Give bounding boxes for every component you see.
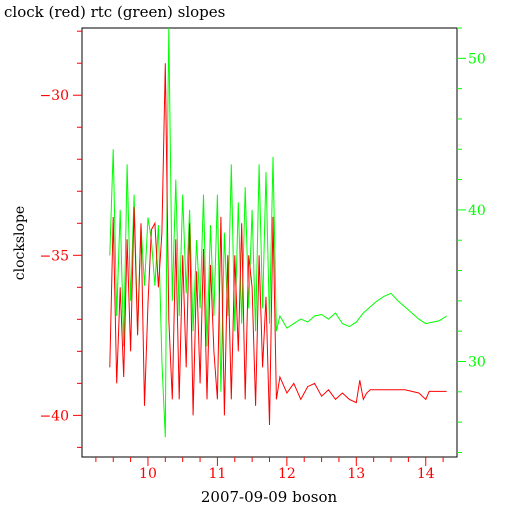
left-tick-label: −40 — [39, 408, 69, 424]
left-axis-minor-ticks — [73, 30, 82, 448]
x-tick-label: 10 — [139, 466, 157, 482]
right-tick-label: 40 — [468, 203, 486, 219]
y-axis-label: clockslope — [12, 206, 28, 280]
chart-title: clock (red) rtc (green) slopes — [4, 3, 225, 21]
x-tick-label: 12 — [278, 466, 296, 482]
right-tick-label: 50 — [468, 51, 486, 67]
x-axis-minor-ticks — [95, 457, 444, 466]
left-tick-label: −30 — [39, 88, 69, 104]
x-axis-label: 2007-09-09 boson — [201, 488, 338, 506]
left-tick-label: −35 — [39, 248, 69, 264]
series-line-rtc — [109, 27, 447, 438]
x-tick-label: 14 — [417, 466, 435, 482]
plot-frame — [81, 27, 458, 458]
series-line-clock — [109, 63, 447, 426]
right-axis-minor-ticks — [457, 27, 466, 453]
x-tick-label: 11 — [209, 466, 227, 482]
x-tick-label: 13 — [347, 466, 365, 482]
right-tick-label: 30 — [468, 354, 486, 370]
